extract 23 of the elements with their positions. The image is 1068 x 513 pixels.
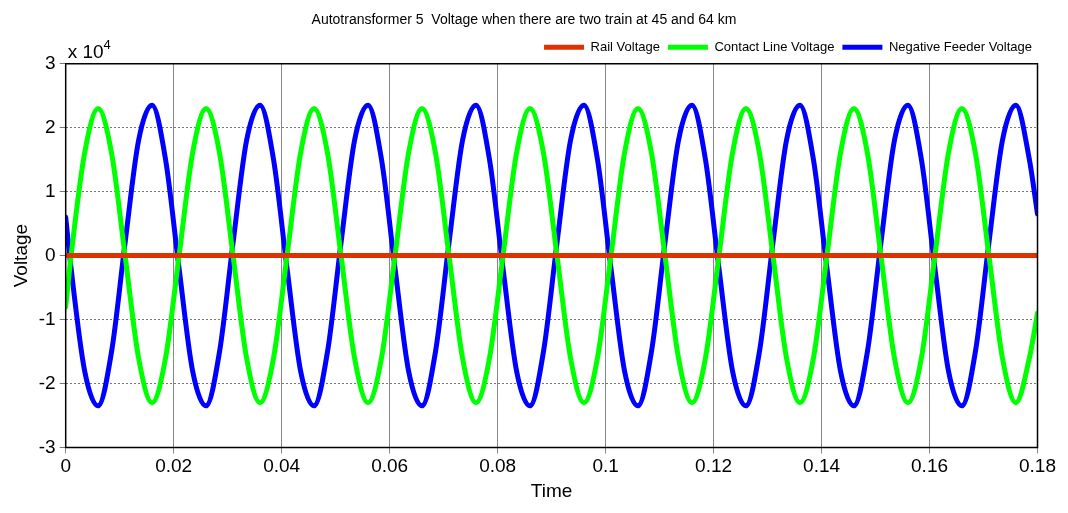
y-tick-label: -2 — [38, 371, 56, 393]
chart-title: Autotransformer 5 Voltage when there are two train at 45 and 64 km — [311, 11, 737, 28]
y-axis-title: Voltage — [9, 223, 31, 288]
x-tick-label: 0.04 — [263, 455, 301, 477]
x-tick-label: 0.1 — [592, 455, 619, 477]
legend-label: Negative Feeder Voltage — [888, 38, 1033, 54]
y-tick-label: -3 — [38, 435, 56, 457]
x-axis-title: Time — [530, 479, 573, 501]
x-tick-label: 0.16 — [911, 455, 949, 477]
x-tick-label: 0.12 — [695, 455, 733, 477]
x-tick-label: 0.06 — [371, 455, 409, 477]
y-tick-label: -1 — [38, 307, 56, 329]
y-tick-label: 3 — [45, 52, 56, 74]
y-tick-label: 2 — [45, 115, 56, 137]
x-tick-label: 0.08 — [479, 455, 517, 477]
legend-label: Rail Voltage — [590, 38, 660, 54]
legend-label: Contact Line Voltage — [714, 38, 835, 54]
y-tick-label: 0 — [45, 243, 56, 265]
x-tick-label: 0.14 — [803, 455, 841, 477]
y-tick-label: 1 — [45, 179, 56, 201]
x-tick-label: 0.02 — [155, 455, 193, 477]
x-tick-label: 0 — [60, 455, 71, 477]
x-tick-label: 0.18 — [1019, 455, 1056, 477]
